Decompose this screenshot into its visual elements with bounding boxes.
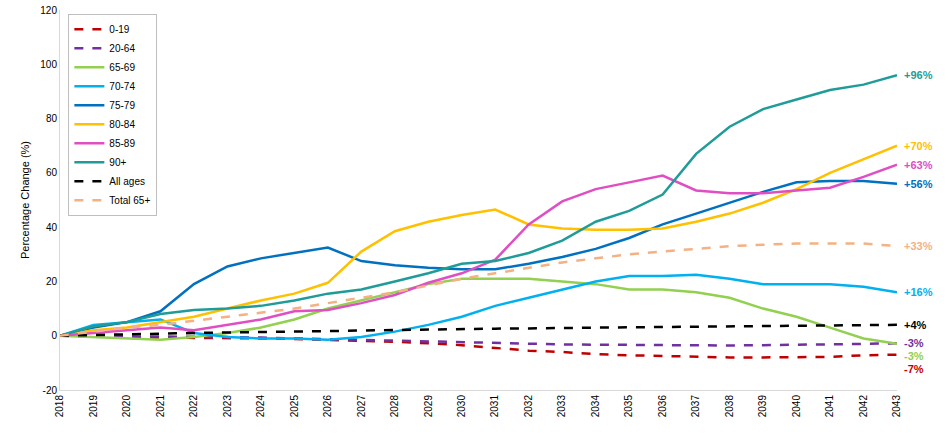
svg-text:65-69: 65-69 xyxy=(109,62,135,73)
svg-text:2034: 2034 xyxy=(590,395,601,418)
svg-text:75-79: 75-79 xyxy=(109,100,135,111)
svg-text:2029: 2029 xyxy=(423,395,434,418)
svg-text:2026: 2026 xyxy=(322,395,333,418)
svg-text:2027: 2027 xyxy=(356,395,367,418)
svg-text:2030: 2030 xyxy=(456,395,467,418)
svg-text:2025: 2025 xyxy=(289,395,300,418)
svg-text:2032: 2032 xyxy=(523,395,534,418)
svg-text:-7%: -7% xyxy=(904,363,924,375)
svg-text:20-64: 20-64 xyxy=(109,43,135,54)
svg-text:90+: 90+ xyxy=(109,157,126,168)
svg-text:-20: -20 xyxy=(43,385,58,396)
svg-text:100: 100 xyxy=(40,59,57,70)
svg-text:2042: 2042 xyxy=(858,395,869,418)
svg-text:2021: 2021 xyxy=(155,395,166,418)
svg-text:2019: 2019 xyxy=(88,395,99,418)
svg-text:+16%: +16% xyxy=(904,286,933,298)
svg-text:2035: 2035 xyxy=(623,395,634,418)
svg-text:+4%: +4% xyxy=(904,319,927,331)
svg-text:-3%: -3% xyxy=(904,350,924,362)
svg-text:0: 0 xyxy=(51,330,57,341)
svg-text:+63%: +63% xyxy=(904,159,933,171)
svg-text:+96%: +96% xyxy=(904,69,933,81)
svg-text:0-19: 0-19 xyxy=(109,24,129,35)
svg-text:85-89: 85-89 xyxy=(109,138,135,149)
svg-text:2018: 2018 xyxy=(54,395,65,418)
svg-text:2036: 2036 xyxy=(657,395,668,418)
svg-text:Percentage Change (%): Percentage Change (%) xyxy=(19,141,31,259)
svg-text:120: 120 xyxy=(40,5,57,16)
svg-text:20: 20 xyxy=(46,276,58,287)
svg-text:+33%: +33% xyxy=(904,240,933,252)
svg-text:2031: 2031 xyxy=(489,395,500,418)
svg-text:All ages: All ages xyxy=(109,176,145,187)
svg-text:2041: 2041 xyxy=(824,395,835,418)
svg-text:2038: 2038 xyxy=(724,395,735,418)
svg-text:2037: 2037 xyxy=(690,395,701,418)
svg-text:2043: 2043 xyxy=(891,395,902,418)
svg-text:80-84: 80-84 xyxy=(109,119,135,130)
svg-text:2028: 2028 xyxy=(389,395,400,418)
svg-text:-3%: -3% xyxy=(904,337,924,349)
svg-text:+70%: +70% xyxy=(904,140,933,152)
svg-text:2040: 2040 xyxy=(791,395,802,418)
svg-text:Total 65+: Total 65+ xyxy=(109,195,150,206)
svg-text:2024: 2024 xyxy=(255,395,266,418)
svg-text:2022: 2022 xyxy=(188,395,199,418)
svg-text:2039: 2039 xyxy=(757,395,768,418)
svg-text:80: 80 xyxy=(46,113,58,124)
svg-text:2033: 2033 xyxy=(556,395,567,418)
svg-text:40: 40 xyxy=(46,222,58,233)
svg-text:2020: 2020 xyxy=(121,395,132,418)
svg-text:70-74: 70-74 xyxy=(109,81,135,92)
svg-text:2023: 2023 xyxy=(222,395,233,418)
svg-text:60: 60 xyxy=(46,167,58,178)
svg-text:+56%: +56% xyxy=(904,178,933,190)
